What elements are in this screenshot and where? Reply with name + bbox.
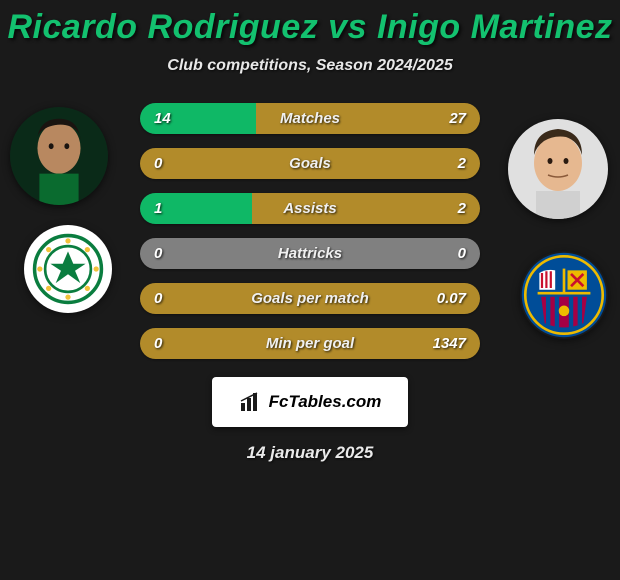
stat-value-left: 14 (154, 110, 171, 127)
watermark-icon (239, 391, 263, 413)
stat-bar-min-per-goal: 0 Min per goal 1347 (140, 328, 480, 359)
stat-value-left: 0 (154, 245, 162, 262)
stat-value-left: 0 (154, 155, 162, 172)
stat-label: Assists (283, 200, 336, 217)
stat-bar-hattricks: 0 Hattricks 0 (140, 238, 480, 269)
watermark-text: FcTables.com (269, 392, 382, 412)
stat-bar-matches: 14 Matches 27 (140, 103, 480, 134)
date-label: 14 january 2025 (0, 443, 620, 463)
stat-value-right: 2 (458, 200, 466, 217)
stat-value-right: 0 (458, 245, 466, 262)
stat-label: Goals per match (251, 290, 369, 307)
comparison-card: Ricardo Rodriguez vs Inigo Martinez Club… (0, 0, 620, 580)
stat-value-right: 2 (458, 155, 466, 172)
stats-area: 14 Matches 27 0 Goals 2 1 Assists 2 0 Hattricks 0 0 G… (0, 103, 620, 359)
stat-value-right: 0.07 (437, 290, 466, 307)
stat-bar-assists: 1 Assists 2 (140, 193, 480, 224)
stat-value-left: 1 (154, 200, 162, 217)
stat-bars: 14 Matches 27 0 Goals 2 1 Assists 2 0 Hattricks 0 0 G… (140, 103, 480, 359)
watermark: FcTables.com (212, 377, 408, 427)
page-title: Ricardo Rodriguez vs Inigo Martinez (0, 8, 620, 47)
stat-label: Hattricks (278, 245, 342, 262)
player1-club-crest (24, 225, 112, 313)
player2-club-crest (520, 251, 608, 339)
stat-value-left: 0 (154, 290, 162, 307)
stat-bar-goals-per-match: 0 Goals per match 0.07 (140, 283, 480, 314)
player1-avatar (10, 107, 108, 205)
stat-label: Min per goal (266, 335, 354, 352)
stat-label: Goals (289, 155, 331, 172)
stat-value-left: 0 (154, 335, 162, 352)
stat-label: Matches (280, 110, 340, 127)
stat-value-right: 1347 (433, 335, 466, 352)
stat-bar-goals: 0 Goals 2 (140, 148, 480, 179)
player2-avatar (508, 119, 608, 219)
subtitle: Club competitions, Season 2024/2025 (0, 57, 620, 75)
stat-value-right: 27 (449, 110, 466, 127)
